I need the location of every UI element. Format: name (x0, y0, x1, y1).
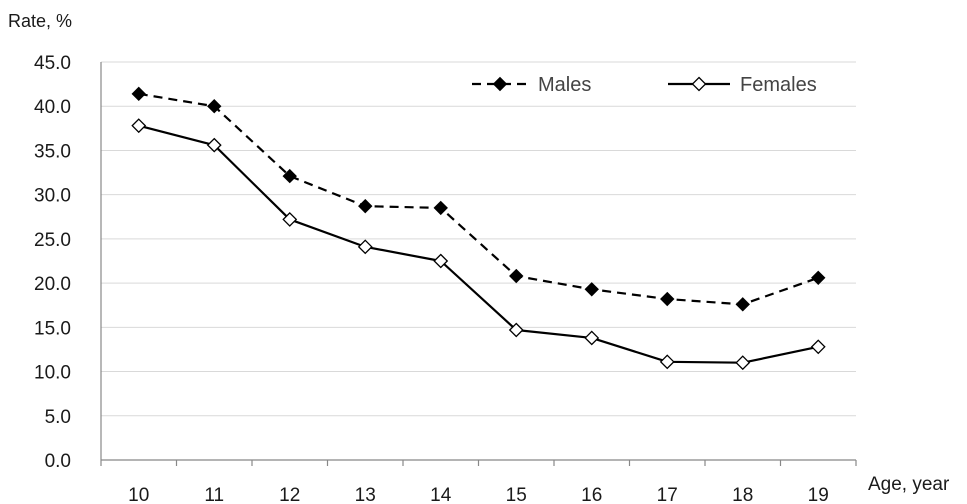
x-tick-label: 19 (808, 485, 829, 504)
data-point-males (433, 200, 448, 216)
y-tick-label: 5.0 (45, 407, 71, 428)
data-point-males (660, 291, 675, 307)
y-tick-label: 45.0 (34, 53, 71, 74)
series-females (131, 118, 826, 371)
x-tick-label: 17 (657, 485, 678, 504)
series-line-females (138, 124, 819, 364)
data-point-males (207, 99, 222, 114)
x-tick-label: 18 (732, 485, 753, 504)
data-point-females (357, 239, 373, 255)
y-tick-label: 35.0 (34, 141, 71, 162)
x-tick-label: 11 (204, 485, 224, 504)
series (131, 86, 826, 371)
legend: Males Females (472, 74, 817, 96)
x-axis-label: Age, year (868, 474, 950, 495)
legend-item-females: Females (668, 74, 817, 96)
data-point-males (282, 168, 297, 184)
legend-item-males: Males (472, 74, 591, 96)
series-line-males (138, 92, 819, 306)
data-point-females (735, 355, 751, 371)
data-point-females (282, 212, 298, 227)
data-point-females (433, 253, 449, 269)
y-tick-label: 15.0 (34, 318, 71, 339)
data-point-females (206, 137, 222, 153)
y-tick-label: 25.0 (34, 230, 71, 251)
y-tick-label: 30.0 (34, 186, 71, 207)
series-males (131, 86, 826, 312)
y-tick-label: 0.0 (45, 451, 71, 472)
y-tick-label: 20.0 (34, 274, 71, 295)
legend-label: Males (538, 74, 591, 96)
data-point-males (735, 297, 750, 312)
data-point-males (358, 198, 373, 214)
data-point-males (584, 282, 599, 297)
x-tick-label: 10 (128, 485, 149, 504)
data-point-females (810, 339, 826, 355)
x-tick-label: 12 (279, 485, 300, 504)
legend-swatch-marker (691, 76, 707, 92)
data-point-males (509, 268, 524, 284)
data-point-females (131, 118, 147, 134)
x-tick-label: 14 (430, 485, 452, 504)
y-tick-label: 40.0 (34, 97, 71, 118)
data-point-females (584, 330, 600, 346)
legend-label: Females (740, 74, 817, 96)
x-tick-label: 13 (355, 485, 376, 504)
y-tick-labels: 0.0 5.0 10.0 15.0 20.0 25.0 30.0 35.0 40.0 45.0 (34, 53, 71, 472)
x-tick-label: 16 (581, 485, 602, 504)
data-point-males (811, 270, 826, 286)
data-point-females (508, 322, 524, 338)
x-tick-label: 15 (506, 485, 527, 504)
legend-swatch-marker (492, 76, 508, 92)
gridlines (101, 61, 856, 417)
axes (100, 62, 857, 466)
data-point-males (131, 86, 146, 102)
x-tick-labels: 10 11 12 13 14 15 16 17 18 19 (128, 485, 829, 504)
y-tick-label: 10.0 (34, 363, 71, 384)
y-axis-label: Rate, % (8, 11, 72, 31)
data-point-females (659, 354, 675, 370)
